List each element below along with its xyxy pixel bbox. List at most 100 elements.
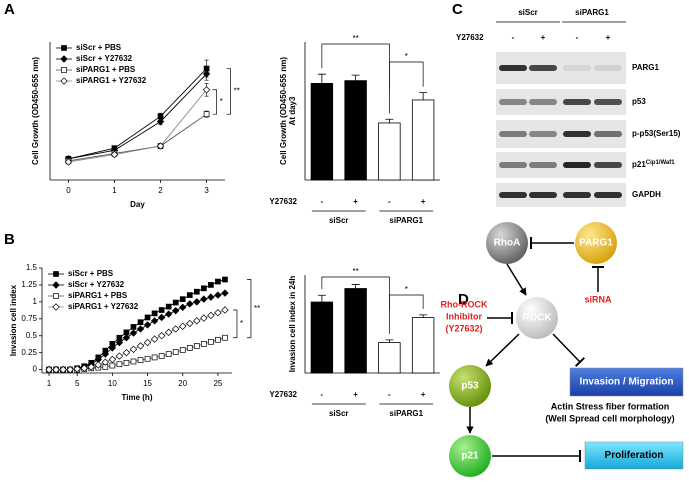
x-tick-label: 1: [47, 379, 52, 388]
category-label: Y27632: [269, 390, 297, 399]
legend-label: siPARG1 + Y27632: [76, 76, 147, 85]
bar: [411, 99, 435, 181]
y-tick-label: 0: [33, 365, 38, 374]
marker: [179, 322, 187, 330]
marker: [193, 298, 201, 306]
x-tick-label: 3: [204, 186, 209, 195]
marker: [214, 309, 222, 317]
blot-band: [499, 65, 527, 71]
sirna-label: siRNA: [584, 294, 612, 304]
inhibition-line: [552, 333, 581, 363]
treatment: -: [576, 33, 579, 42]
marker: [129, 345, 138, 353]
blot-band: [563, 99, 591, 105]
x-tick-label: +: [421, 197, 426, 206]
marker: [94, 361, 102, 369]
x-tick-label: 10: [108, 379, 117, 388]
marker: [143, 338, 152, 347]
marker: [108, 344, 117, 352]
blot-group: siPARG1: [575, 8, 609, 17]
significance-label: **: [234, 86, 240, 95]
outcome-box: [584, 441, 684, 470]
node: [575, 222, 617, 264]
outcome-label: Invasion / Migration: [580, 377, 674, 388]
outcome-label: Proliferation: [605, 450, 664, 461]
blot-row-label: p53: [632, 97, 646, 106]
x-tick-label: 25: [213, 379, 222, 388]
marker: [116, 361, 123, 368]
marker: [221, 306, 229, 314]
marker: [136, 325, 145, 333]
blot-row-name: p-p53(Ser15): [632, 129, 681, 138]
marker: [80, 364, 88, 372]
significance-label: *: [405, 285, 408, 294]
marker: [137, 357, 144, 363]
node-label: RhoA: [494, 238, 521, 249]
significance-bracket: [246, 279, 252, 339]
series-line: [68, 113, 207, 162]
significance-bracket: [389, 294, 424, 334]
inhibitor-label: (Y27632): [445, 323, 482, 333]
group-label: siPARG1: [389, 216, 423, 225]
blot-band: [563, 192, 591, 198]
marker: [193, 317, 201, 325]
legend-label: siScr + PBS: [68, 269, 114, 278]
marker: [66, 365, 74, 374]
series-line: [49, 337, 226, 371]
marker: [186, 319, 194, 328]
x-tick-label: +: [353, 197, 358, 206]
marker: [172, 299, 179, 306]
y-tick-label: 1: [33, 297, 38, 306]
legend-marker: [60, 77, 68, 85]
blot-band: [529, 65, 557, 71]
error-bar: [385, 339, 394, 343]
blot-band: [529, 162, 557, 168]
blot-row-name: p53: [632, 97, 646, 106]
blot-band: [563, 162, 591, 168]
y-tick-label: 0.75: [21, 314, 37, 323]
marker: [165, 303, 172, 310]
blot-band: [499, 131, 527, 137]
bar: [378, 122, 401, 181]
legend-marker: [53, 293, 59, 299]
blot-band: [594, 131, 622, 137]
marker: [186, 292, 193, 298]
marker: [201, 285, 207, 292]
blot-row-name: PARG1: [632, 63, 660, 72]
marker: [87, 363, 95, 371]
marker: [179, 303, 187, 311]
marker: [186, 345, 193, 351]
marker: [172, 349, 179, 355]
y-axis-label: Invasion cell index in 24h: [288, 276, 297, 373]
error-bar: [351, 74, 360, 81]
marker: [136, 342, 145, 350]
bar: [411, 317, 435, 374]
y-tick-label: 0.5: [26, 331, 38, 340]
marker: [150, 335, 159, 343]
y-tick-label: 1.25: [21, 280, 37, 289]
x-tick-label: -: [388, 390, 391, 399]
marker: [122, 334, 131, 342]
bar: [310, 301, 334, 374]
blot-row-name: GAPDH: [632, 190, 661, 199]
panel-label: C: [452, 1, 463, 18]
marker: [73, 365, 81, 373]
blot-group: siScr: [518, 8, 538, 17]
legend-label: siPARG1 + PBS: [76, 65, 136, 74]
bar: [378, 342, 401, 374]
inhibitor-label: Rho-ROCK: [441, 299, 488, 309]
blot-band: [499, 192, 527, 198]
marker: [164, 310, 173, 318]
marker: [45, 365, 53, 374]
marker: [115, 352, 124, 360]
marker: [144, 355, 151, 362]
legend-marker: [60, 55, 68, 63]
marker: [129, 329, 138, 337]
significance-label: **: [353, 34, 359, 43]
node: [486, 222, 528, 264]
x-tick-label: 20: [178, 379, 187, 388]
blot-band: [594, 162, 622, 168]
y-axis-label: Cell Growth (OD450-655 nm): [31, 57, 40, 165]
x-tick-label: -: [388, 197, 391, 206]
